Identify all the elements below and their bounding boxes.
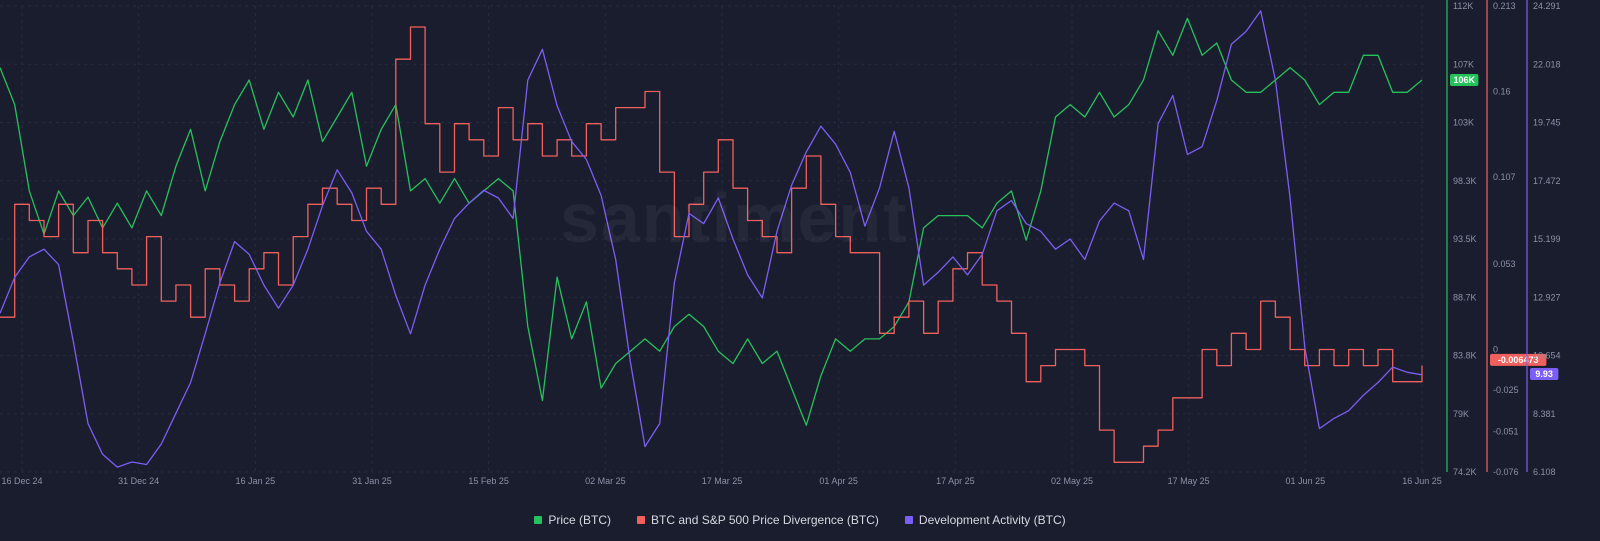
legend-label-divergence: BTC and S&P 500 Price Divergence (BTC) [651, 513, 879, 527]
price-current-badge-text: 106K [1453, 75, 1475, 85]
x-tick-label-11: 01 Jun 25 [1286, 476, 1326, 486]
dev-tick-label-1: 22.018 [1533, 59, 1561, 69]
x-tick-label-12: 16 Jun 25 [1402, 476, 1442, 486]
price-tick-label-0: 112K [1453, 1, 1473, 11]
dev-current-badge-bg [1530, 368, 1559, 381]
x-tick-label-1: 31 Dec 24 [118, 476, 159, 486]
price-tick-label-5: 88.7K [1453, 292, 1477, 302]
legend-swatch-price [534, 516, 543, 524]
price-current-badge: 106K [1450, 73, 1479, 86]
series-line-2 [0, 10, 1423, 468]
x-tick-label-6: 17 Mar 25 [702, 476, 743, 486]
divergence-tick-label-0: 0.213 [1493, 1, 1516, 11]
dev-tick-label-2: 19.745 [1533, 118, 1561, 128]
divergence-current-badge-bg [1490, 353, 1547, 366]
divergence-tick-label-7: -0.076 [1493, 467, 1519, 477]
dev-tick-label-8: 6.108 [1533, 467, 1556, 477]
x-tick-label-3: 31 Jan 25 [352, 476, 392, 486]
divergence-tick-label-1: 0.16 [1493, 86, 1511, 96]
price-tick-label-8: 74.2K [1453, 467, 1477, 477]
x-tick-label-0: 16 Dec 24 [1, 476, 42, 486]
divergence-tick-label-5: -0.025 [1493, 385, 1519, 395]
chart-svg[interactable]: 112K 107K 103K 98.3K 93.5K 88.7K 83.8K 79K 74.2K… [0, 0, 1600, 505]
dev-tick-label-0: 24.291 [1533, 1, 1561, 11]
price-current-badge-bg [1450, 73, 1479, 86]
divergence-tick-label-2: 0.107 [1493, 172, 1516, 182]
dev-current-badge: 9.93 [1530, 368, 1559, 381]
series-line-0 [0, 17, 1423, 426]
x-tick-label-9: 02 May 25 [1051, 476, 1093, 486]
x-tick-label-2: 16 Jan 25 [236, 476, 276, 486]
price-tick-label-1: 107K [1453, 59, 1474, 69]
dev-tick-label-3: 17.472 [1533, 176, 1561, 186]
grid [0, 5, 1424, 473]
legend-swatch-divergence [637, 516, 646, 524]
legend-swatch-dev [904, 516, 913, 524]
legend-item-divergence[interactable]: BTC and S&P 500 Price Divergence (BTC) [637, 513, 879, 527]
divergence-tick-label-4: 0 [1493, 344, 1498, 354]
dev-tick-label-7: 8.381 [1533, 409, 1556, 419]
x-tick-label-5: 02 Mar 25 [585, 476, 626, 486]
x-tick-label-4: 15 Feb 25 [468, 476, 509, 486]
divergence-current-badge-text: -0.006473 [1498, 355, 1539, 365]
legend-item-dev[interactable]: Development Activity (BTC) [904, 513, 1066, 527]
legend: Price (BTC) BTC and S&P 500 Price Diverg… [0, 508, 1600, 532]
divergence-current-badge: -0.006473 [1490, 353, 1547, 366]
legend-label-dev: Development Activity (BTC) [918, 513, 1066, 527]
dev-tick-label-4: 15.199 [1533, 234, 1561, 244]
series-line-1 [0, 26, 1423, 463]
price-tick-label-2: 103K [1453, 118, 1474, 128]
dev-tick-label-5: 12.927 [1533, 292, 1561, 302]
price-tick-label-3: 98.3K [1453, 176, 1477, 186]
dev-current-badge-text: 9.93 [1535, 369, 1553, 379]
price-tick-label-7: 79K [1453, 409, 1469, 419]
x-tick-label-8: 17 Apr 25 [936, 476, 975, 486]
legend-label-price: Price (BTC) [548, 513, 612, 527]
x-tick-label-10: 17 May 25 [1168, 476, 1210, 486]
legend-item-price[interactable]: Price (BTC) [534, 513, 611, 527]
price-tick-label-4: 93.5K [1453, 234, 1477, 244]
divergence-tick-label-3: 0.053 [1493, 259, 1516, 269]
price-tick-label-6: 83.8K [1453, 351, 1477, 361]
divergence-tick-label-6: -0.051 [1493, 427, 1519, 437]
dev-tick-label-6: 10.654 [1533, 351, 1561, 361]
x-tick-label-7: 01 Apr 25 [819, 476, 858, 486]
